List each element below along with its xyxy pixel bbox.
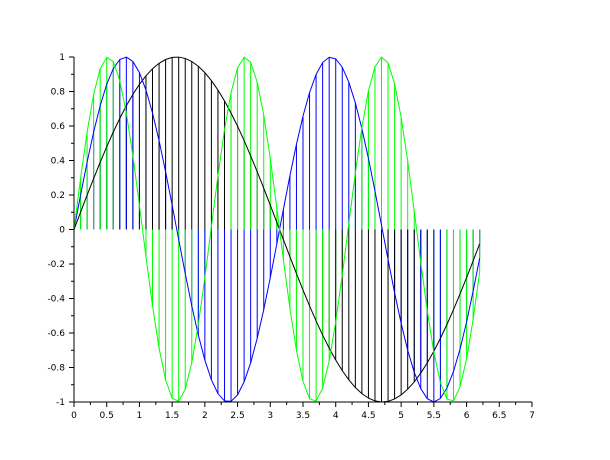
x-tick-label: 5.5	[427, 411, 441, 421]
y-tick-label: -1	[56, 398, 65, 408]
x-tick-label: 0.5	[100, 411, 114, 421]
y-tick-label: -0.8	[47, 364, 65, 374]
x-tick: 5	[398, 402, 404, 421]
x-tick: 1.5	[165, 402, 179, 421]
x-tick-label: 0	[71, 411, 77, 421]
y-tick: -0.8	[47, 364, 74, 374]
x-tick-label: 1	[137, 411, 143, 421]
series-lines	[73, 56, 481, 403]
y-tick: -1	[56, 398, 74, 408]
x-tick: 5.5	[427, 402, 441, 421]
y-tick: 1	[59, 53, 74, 63]
y-tick: -0.4	[47, 295, 74, 305]
y-tick-label: -0.6	[47, 329, 65, 339]
x-tick-label: 3.5	[296, 411, 310, 421]
x-tick-label: 6	[464, 411, 470, 421]
x-tick: 0	[71, 402, 77, 421]
x-tick: 2.5	[230, 402, 245, 421]
x-tick-label: 4.5	[361, 411, 375, 421]
y-tick-label: -0.4	[47, 295, 65, 305]
x-tick: 3	[267, 402, 273, 421]
y-tick: -0.6	[47, 329, 74, 339]
x-tick-label: 5	[398, 411, 404, 421]
y-tick-label: -0.2	[47, 260, 65, 270]
x-tick: 0.5	[100, 402, 114, 421]
x-tick-label: 2.5	[230, 411, 244, 421]
x-tick: 4	[333, 402, 339, 421]
x-tick: 6.5	[492, 402, 506, 421]
y-tick-label: 0	[59, 226, 65, 236]
axes: 0 0.5 1 1.5 2 2.5 3 3.5 4 4.5 5 5.5 6 6.5 7 -1 -0.8 -0.6 -…	[47, 53, 534, 421]
y-tick-label: 1	[59, 53, 65, 63]
x-tick: 7	[529, 402, 535, 421]
y-tick: 0	[59, 226, 74, 236]
x-tick: 2	[202, 402, 208, 421]
series-line-1	[73, 56, 481, 403]
x-tick: 4.5	[361, 402, 376, 421]
y-tick: -0.2	[47, 260, 74, 270]
y-tick-label: 0.8	[51, 88, 66, 98]
x-tick-label: 4	[333, 411, 339, 421]
x-tick-label: 2	[202, 411, 208, 421]
x-tick-label: 1.5	[165, 411, 179, 421]
x-tick: 3.5	[296, 402, 310, 421]
x-tick-label: 6.5	[492, 411, 506, 421]
y-tick: 0.8	[51, 88, 74, 98]
y-tick: 0.4	[51, 157, 74, 167]
x-tick-label: 3	[267, 411, 273, 421]
stems	[80, 57, 481, 402]
x-tick: 1	[137, 402, 143, 421]
y-tick-label: 0.4	[51, 157, 66, 167]
x-tick: 6	[464, 402, 470, 421]
y-tick-label: 0.6	[51, 122, 66, 132]
y-tick: 0.6	[51, 122, 74, 132]
series-line-3	[73, 56, 481, 403]
series-line-2	[73, 56, 481, 403]
y-tick-label: 0.2	[51, 191, 65, 201]
x-tick-label: 7	[529, 411, 535, 421]
y-tick: 0.2	[51, 191, 74, 201]
